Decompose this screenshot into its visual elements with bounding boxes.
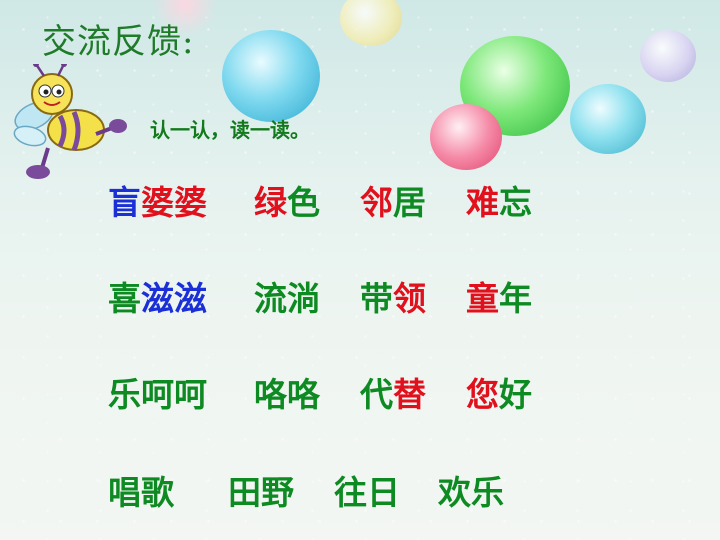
vocab-word: 盲婆婆 [108, 176, 207, 224]
vocab-segment: 咯咯 [254, 375, 320, 414]
vocab-word: 流淌 [254, 272, 320, 320]
vocab-segment: 代 [360, 375, 393, 414]
vocab-segment: 邻 [360, 183, 393, 222]
vocab-segment: 您 [466, 375, 499, 414]
vocab-segment: 田野 [228, 473, 294, 512]
instruction-text: 认一认，读一读。 [150, 118, 310, 142]
vocab-segment: 童 [466, 279, 499, 318]
vocab-segment: 往日 [334, 473, 400, 512]
vocab-segment: 忘 [499, 183, 532, 222]
vocab-word: 带领 [360, 272, 426, 320]
candy-ball-teal [222, 30, 320, 122]
vocab-word: 田野 [228, 466, 294, 514]
page-title: 交流反馈: [42, 22, 195, 62]
candy-ball-purple [640, 30, 696, 82]
vocab-segment: 乐呵呵 [108, 375, 207, 414]
vocab-word: 乐呵呵 [108, 368, 207, 416]
vocab-word: 唱歌 [108, 466, 174, 514]
vocab-word: 喜滋滋 [108, 272, 207, 320]
vocab-segment: 色 [287, 183, 320, 222]
candy-ball-teal-right [570, 84, 646, 154]
vocab-segment: 盲 [108, 183, 141, 222]
vocab-word: 邻居 [360, 176, 426, 224]
vocab-word: 您好 [466, 368, 532, 416]
vocab-segment: 居 [393, 183, 426, 222]
vocab-segment: 喜 [108, 279, 141, 318]
vocab-word: 欢乐 [438, 466, 504, 514]
vocab-word: 往日 [334, 466, 400, 514]
vocab-segment: 领 [393, 279, 426, 318]
vocab-segment: 好 [499, 375, 532, 414]
vocab-word: 代替 [360, 368, 426, 416]
vocab-segment: 婆婆 [141, 183, 207, 222]
vocab-word: 咯咯 [254, 368, 320, 416]
cartoon-bee-icon [13, 64, 127, 179]
vocab-segment: 难 [466, 183, 499, 222]
candy-ball-pink [430, 104, 502, 170]
vocab-word: 难忘 [466, 176, 532, 224]
vocab-word: 童年 [466, 272, 532, 320]
vocab-segment: 流淌 [254, 279, 320, 318]
vocab-segment: 带 [360, 279, 393, 318]
vocab-segment: 唱歌 [108, 473, 174, 512]
candy-ball-yellow [340, 0, 402, 46]
vocab-segment: 替 [393, 375, 426, 414]
vocab-segment: 欢乐 [438, 473, 504, 512]
vocab-segment: 年 [499, 279, 532, 318]
vocab-segment: 绿 [254, 183, 287, 222]
vocab-segment: 滋滋 [141, 279, 207, 318]
vocab-word: 绿色 [254, 176, 320, 224]
